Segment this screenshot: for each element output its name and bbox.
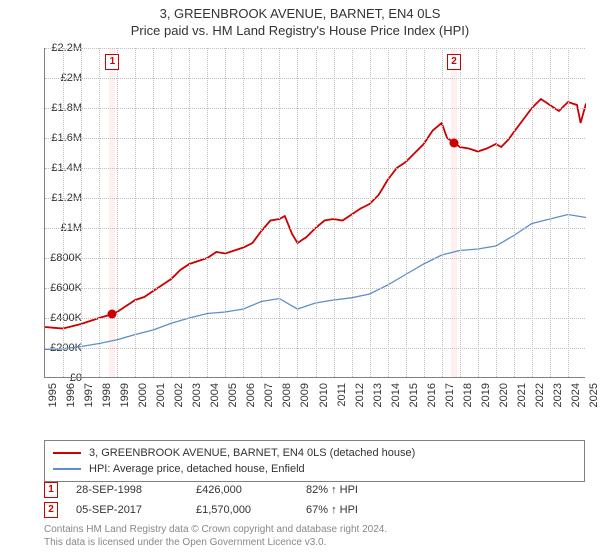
x-tick-label: 1999 — [119, 383, 131, 407]
gridline-v — [442, 48, 443, 377]
gridline-v — [316, 48, 317, 377]
event-num: 1 — [44, 482, 58, 498]
x-tick-label: 2001 — [155, 383, 167, 407]
x-tick-label: 2009 — [299, 383, 311, 407]
event-price: £1,570,000 — [196, 504, 306, 516]
gridline-v — [135, 48, 136, 377]
gridline-v — [550, 48, 551, 377]
gridline-v — [63, 48, 64, 377]
event-hpi: 67% ↑ HPI — [306, 504, 426, 516]
gridline-v — [334, 48, 335, 377]
gridline-v — [243, 48, 244, 377]
x-tick-label: 2024 — [570, 383, 582, 407]
x-tick-label: 2004 — [209, 383, 221, 407]
title-sub: Price paid vs. HM Land Registry's House … — [0, 21, 600, 38]
title-main: 3, GREENBROOK AVENUE, BARNET, EN4 0LS — [0, 6, 600, 21]
gridline-v — [514, 48, 515, 377]
gridline-v — [153, 48, 154, 377]
event-marker-label: 1 — [105, 54, 119, 70]
x-tick-label: 2007 — [263, 383, 275, 407]
x-tick-label: 2019 — [480, 383, 492, 407]
event-marker — [108, 310, 117, 319]
x-tick-label: 2018 — [462, 383, 474, 407]
x-tick-label: 2005 — [227, 383, 239, 407]
gridline-v — [297, 48, 298, 377]
gridline-v — [352, 48, 353, 377]
gridline-v — [171, 48, 172, 377]
x-tick-label: 2002 — [173, 383, 185, 407]
gridline-v — [532, 48, 533, 377]
x-tick-label: 1997 — [83, 383, 95, 407]
event-date: 28-SEP-1998 — [76, 484, 196, 496]
gridline-v — [424, 48, 425, 377]
footer-line2: This data is licensed under the Open Gov… — [44, 537, 387, 550]
legend-label: HPI: Average price, detached house, Enfi… — [89, 463, 305, 475]
x-tick-label: 1998 — [101, 383, 113, 407]
x-tick-label: 2011 — [336, 383, 348, 407]
gridline-v — [261, 48, 262, 377]
gridline-v — [478, 48, 479, 377]
legend-label: 3, GREENBROOK AVENUE, BARNET, EN4 0LS (d… — [89, 447, 415, 459]
event-date: 05-SEP-2017 — [76, 504, 196, 516]
events-table: 1 28-SEP-1998£426,00082% ↑ HPI 2 05-SEP-201… — [44, 480, 426, 520]
x-tick-label: 2025 — [588, 383, 600, 407]
x-tick-label: 2020 — [498, 383, 510, 407]
x-tick-label: 2003 — [191, 383, 203, 407]
gridline-v — [81, 48, 82, 377]
gridline-v — [207, 48, 208, 377]
titles: 3, GREENBROOK AVENUE, BARNET, EN4 0LS Pr… — [0, 0, 600, 38]
x-tick-label: 2017 — [444, 383, 456, 407]
event-marker-label: 2 — [447, 54, 461, 70]
gridline-v — [388, 48, 389, 377]
event-row: 2 05-SEP-2017£1,570,00067% ↑ HPI — [44, 500, 426, 520]
gridline-v — [189, 48, 190, 377]
x-tick-label: 2000 — [137, 383, 149, 407]
legend-swatch — [53, 468, 81, 470]
chart-area: £0£200K£400K£600K£800K£1M£1.2M£1.4M£1.6M… — [44, 48, 585, 398]
x-tick-label: 2006 — [245, 383, 257, 407]
legend-row: 3, GREENBROOK AVENUE, BARNET, EN4 0LS (d… — [53, 445, 576, 461]
x-tick-label: 2008 — [281, 383, 293, 407]
x-tick-label: 2014 — [390, 383, 402, 407]
x-tick-label: 2013 — [372, 383, 384, 407]
gridline-v — [370, 48, 371, 377]
legend-row: HPI: Average price, detached house, Enfi… — [53, 461, 576, 477]
legend: 3, GREENBROOK AVENUE, BARNET, EN4 0LS (d… — [44, 440, 585, 482]
x-tick-label: 2022 — [534, 383, 546, 407]
gridline-v — [99, 48, 100, 377]
gridline-v — [279, 48, 280, 377]
gridline-v — [568, 48, 569, 377]
gridline-v — [117, 48, 118, 377]
gridline-v — [406, 48, 407, 377]
x-tick-label: 2015 — [408, 383, 420, 407]
x-tick-label: 2012 — [354, 383, 366, 407]
gridline-v — [225, 48, 226, 377]
event-marker — [449, 138, 458, 147]
x-tick-label: 1996 — [65, 383, 77, 407]
x-tick-label: 1995 — [47, 383, 59, 407]
event-hpi: 82% ↑ HPI — [306, 484, 426, 496]
gridline-v — [460, 48, 461, 377]
event-price: £426,000 — [196, 484, 306, 496]
plot-region: 12 — [44, 48, 585, 378]
x-tick-label: 2021 — [516, 383, 528, 407]
x-tick-label: 2016 — [426, 383, 438, 407]
gridline-v — [496, 48, 497, 377]
footer-line1: Contains HM Land Registry data © Crown c… — [44, 524, 387, 537]
x-tick-label: 2023 — [552, 383, 564, 407]
legend-swatch — [53, 452, 81, 454]
event-row: 1 28-SEP-1998£426,00082% ↑ HPI — [44, 480, 426, 500]
footer: Contains HM Land Registry data © Crown c… — [44, 524, 387, 549]
event-num: 2 — [44, 502, 58, 518]
x-tick-label: 2010 — [318, 383, 330, 407]
chart-container: 3, GREENBROOK AVENUE, BARNET, EN4 0LS Pr… — [0, 0, 600, 560]
